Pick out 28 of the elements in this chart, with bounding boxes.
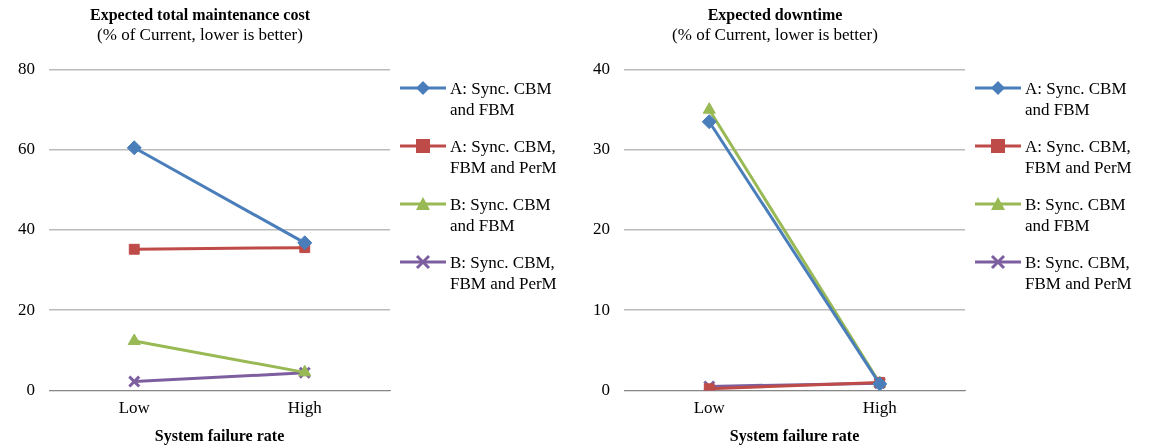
y-tick-label: 0 <box>601 379 610 399</box>
y-tick-label: 30 <box>593 139 610 159</box>
chart-subtitle: (% of Current, lower is better) <box>97 24 303 44</box>
y-tick-label: 10 <box>593 299 610 319</box>
y-tick-label: 20 <box>593 219 610 239</box>
x-tick-label: Low <box>118 398 151 418</box>
legend-label: A: Sync. CBM and FBM <box>1025 78 1128 120</box>
y-tick-label: 20 <box>18 299 35 319</box>
y-tick-label: 80 <box>18 59 35 79</box>
y-tick-label: 0 <box>26 379 35 399</box>
y-tick-label: 40 <box>593 59 610 79</box>
legend-label: A: Sync. CBM and FBM <box>450 78 553 120</box>
legend-label: B: Sync. CBM, FBM and PerM <box>450 252 558 294</box>
x-tick-label: High <box>862 398 898 418</box>
chart-title: Expected total maintenance cost <box>90 5 311 24</box>
x-axis-title: System failure rate <box>154 426 285 445</box>
x-tick-label: High <box>287 398 323 418</box>
legend-label: A: Sync. CBM, FBM and PerM <box>450 136 558 178</box>
y-tick-label: 60 <box>18 139 35 159</box>
x-axis-title: System failure rate <box>729 426 860 445</box>
x-tick-label: Low <box>693 398 726 418</box>
legend-label: B: Sync. CBM, FBM and PerM <box>1025 252 1133 294</box>
y-tick-label: 40 <box>18 219 35 239</box>
legend-label: B: Sync. CBM and FBM <box>1025 194 1127 236</box>
legend-label: B: Sync. CBM and FBM <box>450 194 552 236</box>
legend-label: A: Sync. CBM, FBM and PerM <box>1025 136 1133 178</box>
chart-title: Expected downtime <box>707 5 843 24</box>
chart-subtitle: (% of Current, lower is better) <box>672 24 878 44</box>
